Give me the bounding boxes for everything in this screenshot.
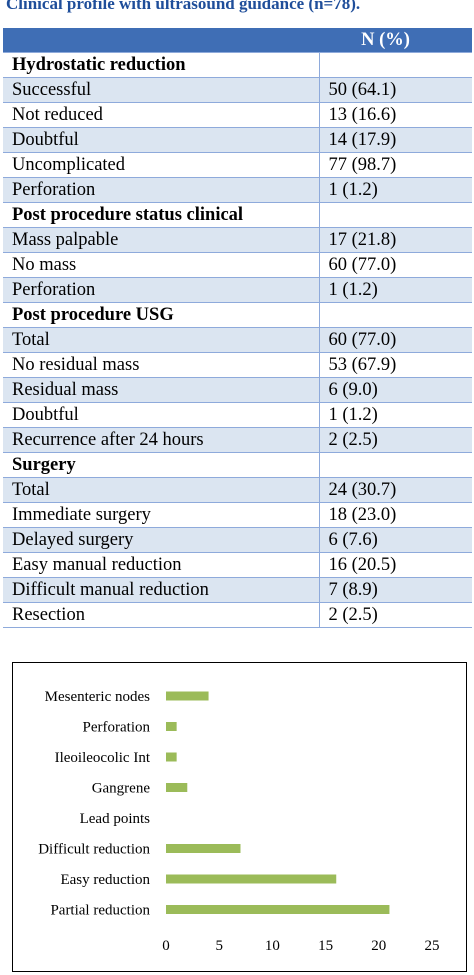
x-tick-label: 15 bbox=[318, 938, 333, 954]
bar bbox=[166, 722, 177, 731]
row-label-cell: Immediate surgery bbox=[3, 502, 319, 528]
row-value-cell: 24 (30.7) bbox=[318, 477, 472, 503]
row-label-cell: Total bbox=[3, 477, 319, 503]
table-row: Not reduced 13 (16.6) bbox=[3, 102, 472, 128]
row-label-cell: Total bbox=[3, 327, 319, 353]
row-value-cell: 6 (7.6) bbox=[318, 527, 472, 553]
row-value-cell: 50 (64.1) bbox=[318, 77, 472, 103]
bar bbox=[166, 844, 241, 853]
row-value-cell: 14 (17.9) bbox=[318, 127, 472, 153]
row-value-cell: 53 (67.9) bbox=[318, 352, 472, 378]
row-label-cell: Delayed surgery bbox=[3, 527, 319, 553]
section-label-cell: Hydrostatic reduction bbox=[3, 52, 319, 78]
table-row: Mass palpable 17 (21.8) bbox=[3, 227, 472, 253]
row-value-cell: 18 (23.0) bbox=[318, 502, 472, 528]
table-row: Successful 50 (64.1) bbox=[3, 77, 472, 103]
table-row: Easy manual reduction 16 (20.5) bbox=[3, 552, 472, 578]
row-value-cell: 6 (9.0) bbox=[318, 377, 472, 403]
row-label-cell: Residual mass bbox=[3, 377, 319, 403]
row-label-cell: Resection bbox=[3, 602, 319, 628]
category-label: Lead points bbox=[80, 811, 151, 827]
row-value-cell: 16 (20.5) bbox=[318, 552, 472, 578]
row-value-cell: 17 (21.8) bbox=[318, 227, 472, 253]
table-row: Perforation 1 (1.2) bbox=[3, 177, 472, 203]
table-row: No residual mass 53 (67.9) bbox=[3, 352, 472, 378]
row-value-cell bbox=[318, 52, 472, 78]
row-label-cell: Perforation bbox=[3, 277, 319, 303]
table-section-row: Hydrostatic reduction bbox=[3, 52, 472, 78]
header-label-cell bbox=[3, 28, 319, 53]
x-tick-label: 5 bbox=[215, 938, 223, 954]
row-label-cell: Uncomplicated bbox=[3, 152, 319, 178]
row-label-cell: Not reduced bbox=[3, 102, 319, 128]
table-row: Doubtful 14 (17.9) bbox=[3, 127, 472, 153]
bar bbox=[166, 783, 188, 792]
table-row: Resection 2 (2.5) bbox=[3, 602, 472, 628]
table-row: Total 24 (30.7) bbox=[3, 477, 472, 503]
table-row: Total 60 (77.0) bbox=[3, 327, 472, 353]
bar-chart-svg: Mesenteric nodes Perforation Ileoileocolic… bbox=[38, 689, 440, 954]
category-label: Mesenteric nodes bbox=[45, 689, 151, 705]
table-row: Uncomplicated 77 (98.7) bbox=[3, 152, 472, 178]
table-row: Recurrence after 24 hours 2 (2.5) bbox=[3, 427, 472, 453]
table-header-row: N (%) bbox=[3, 28, 472, 53]
row-value-cell: 1 (1.2) bbox=[318, 177, 472, 203]
table-row: Immediate surgery 18 (23.0) bbox=[3, 502, 472, 528]
header-value-cell: N (%) bbox=[319, 28, 472, 53]
category-label: Ileoileocolic Int bbox=[55, 750, 151, 766]
category-label: Easy reduction bbox=[60, 872, 150, 888]
category-label: Difficult reduction bbox=[38, 842, 150, 858]
row-value-cell: 1 (1.2) bbox=[318, 402, 472, 428]
row-label-cell: Doubtful bbox=[3, 402, 319, 428]
row-label-cell: Doubtful bbox=[3, 127, 319, 153]
row-value-cell: 13 (16.6) bbox=[318, 102, 472, 128]
row-value-cell bbox=[318, 452, 472, 478]
section-label-cell: Post procedure USG bbox=[3, 302, 319, 328]
row-label-cell: Recurrence after 24 hours bbox=[3, 427, 319, 453]
row-value-cell: 7 (8.9) bbox=[318, 577, 472, 603]
category-label: Gangrene bbox=[92, 781, 151, 797]
table-section-row: Surgery bbox=[3, 452, 472, 478]
bar bbox=[166, 905, 390, 914]
x-tick-label: 0 bbox=[162, 938, 170, 954]
row-label-cell: Easy manual reduction bbox=[3, 552, 319, 578]
bar bbox=[166, 874, 337, 884]
row-label-cell: No residual mass bbox=[3, 352, 319, 378]
row-label-cell: Successful bbox=[3, 77, 319, 103]
row-value-cell: 60 (77.0) bbox=[318, 252, 472, 278]
bar bbox=[166, 752, 177, 762]
section-label-cell: Post procedure status clinical bbox=[3, 202, 319, 228]
row-value-cell: 2 (2.5) bbox=[318, 602, 472, 628]
bar-chart: Mesenteric nodes Perforation Ileoileocolic… bbox=[12, 662, 467, 972]
row-label-cell: No mass bbox=[3, 252, 319, 278]
x-tick-label: 10 bbox=[265, 938, 280, 954]
row-value-cell: 1 (1.2) bbox=[318, 277, 472, 303]
section-label-cell: Surgery bbox=[3, 452, 319, 478]
bar bbox=[166, 691, 209, 701]
row-value-cell: 2 (2.5) bbox=[318, 427, 472, 453]
table-section-row: Post procedure status clinical bbox=[3, 202, 472, 228]
table-body: Hydrostatic reduction Successful 50 (64.1)… bbox=[3, 52, 472, 628]
table-row: Difficult manual reduction 7 (8.9) bbox=[3, 577, 472, 603]
table-row: Perforation 1 (1.2) bbox=[3, 277, 472, 303]
table-row: No mass 60 (77.0) bbox=[3, 252, 472, 278]
x-tick-label: 20 bbox=[371, 938, 386, 954]
results-table: N (%) Hydrostatic reduction Successful 50 … bbox=[3, 28, 472, 628]
row-value-cell: 77 (98.7) bbox=[318, 152, 472, 178]
row-value-cell bbox=[318, 302, 472, 328]
row-value-cell: 60 (77.0) bbox=[318, 327, 472, 353]
category-label: Perforation bbox=[83, 720, 151, 736]
row-label-cell: Perforation bbox=[3, 177, 319, 203]
table-row: Delayed surgery 6 (7.6) bbox=[3, 527, 472, 553]
table-row: Doubtful 1 (1.2) bbox=[3, 402, 472, 428]
row-value-cell bbox=[318, 202, 472, 228]
x-tick-label: 25 bbox=[425, 938, 440, 954]
category-label: Partial reduction bbox=[50, 903, 150, 919]
row-label-cell: Mass palpable bbox=[3, 227, 319, 253]
table-section-row: Post procedure USG bbox=[3, 302, 472, 328]
row-label-cell: Difficult manual reduction bbox=[3, 577, 319, 603]
table-row: Residual mass 6 (9.0) bbox=[3, 377, 472, 403]
table-caption: Clinical profile with ultrasound guidanc… bbox=[6, 0, 361, 13]
